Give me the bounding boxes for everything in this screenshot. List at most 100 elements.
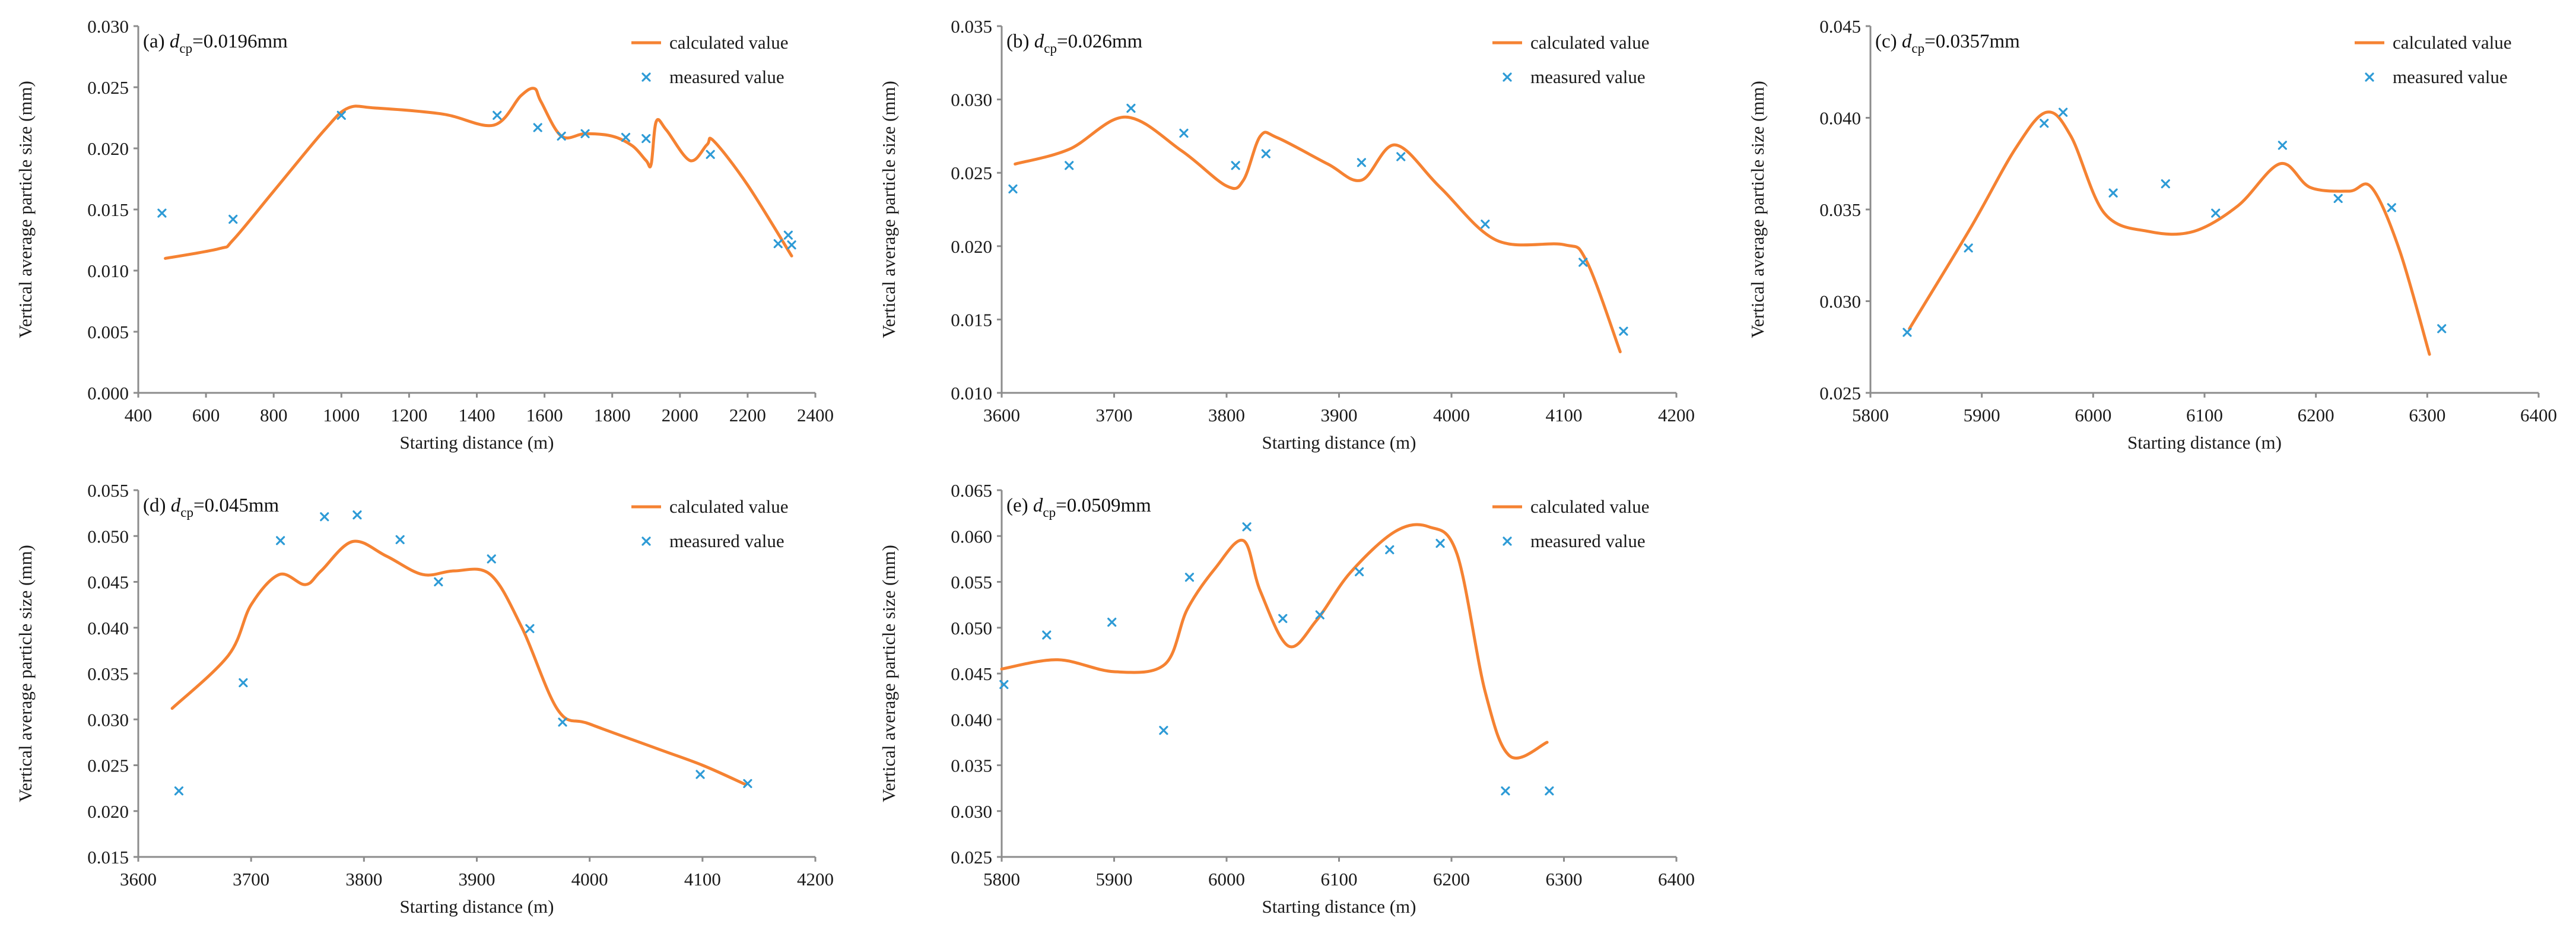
legend-measured-swatch: [641, 72, 651, 82]
x-tick-label: 5900: [1964, 405, 2000, 425]
y-tick-label: 0.015: [951, 309, 992, 330]
marker-stroke: [1008, 184, 1018, 193]
y-tick-label: 0.060: [951, 526, 992, 547]
marker-stroke: [2387, 203, 2396, 212]
y-tick-label: 0.010: [951, 383, 992, 404]
marker-stroke: [1042, 630, 1052, 640]
calculated-value-line: [1014, 115, 1622, 354]
x-tick-label: 2200: [729, 405, 766, 425]
y-tick-label: 0.020: [87, 801, 129, 822]
marker-stroke: [395, 535, 405, 545]
measured-value-point: [1126, 103, 1136, 113]
y-tick-label: 0.035: [1819, 199, 1861, 220]
x-tick-label: 4100: [684, 869, 721, 890]
marker-stroke: [174, 786, 184, 796]
x-tick-label: 3900: [1321, 405, 1358, 425]
chart-panel-a: 0.000 0.005 0.010 0.015 0.020 0.025 0.030 400 60…: [15, 16, 834, 453]
chart-panel-b: 0.010 0.015 0.020 0.025 0.030 0.035 3600 3700 38…: [878, 16, 1695, 453]
measured-value-point: [1107, 617, 1117, 627]
x-tick-label: 5900: [1096, 869, 1133, 890]
x-tick-label: 6100: [1321, 869, 1358, 890]
y-tick-label: 0.040: [87, 618, 129, 639]
measured-value-point: [2333, 193, 2343, 204]
panel-title-symbol: d: [1034, 31, 1044, 52]
marker-stroke: [641, 536, 651, 546]
x-tick-label: 1200: [390, 405, 427, 425]
x-tick-label: 3600: [983, 405, 1020, 425]
x-tick-label: 3800: [345, 869, 382, 890]
measured-value-point: [557, 131, 566, 141]
measured-value-point: [695, 770, 705, 779]
measured-value-point: [1435, 539, 1445, 548]
marker-stroke: [525, 624, 535, 633]
panel-title-subscript: cp: [1044, 41, 1057, 56]
legend-measured-swatch: [2365, 72, 2374, 82]
x-tick-label: 5800: [983, 869, 1020, 890]
marker-stroke: [1315, 610, 1324, 620]
marker-stroke: [1503, 72, 1512, 82]
marker-stroke: [1545, 786, 1554, 796]
x-tick-label: 6300: [2409, 405, 2445, 425]
legend-measured-label: measured value: [2393, 66, 2508, 87]
y-tick-label: 0.025: [951, 847, 992, 868]
measured-value-point: [493, 110, 502, 120]
measured-value-point: [533, 123, 542, 132]
marker-stroke: [1619, 326, 1628, 336]
measured-value-point: [2059, 107, 2068, 117]
measured-value-point: [1008, 184, 1018, 193]
y-tick-label: 0.000: [87, 383, 129, 404]
y-tick-label: 0.025: [87, 77, 129, 98]
x-tick-label: 3700: [233, 869, 269, 890]
legend-measured-swatch: [1503, 536, 1512, 546]
measured-value-point: [352, 510, 362, 520]
y-tick-label: 0.030: [951, 801, 992, 822]
measured-value-point: [320, 512, 329, 522]
y-tick-label: 0.005: [87, 322, 129, 342]
marker-stroke: [783, 230, 793, 240]
marker-stroke: [743, 779, 752, 789]
marker-stroke: [1242, 522, 1252, 532]
panel-title-subscript: cp: [179, 41, 192, 56]
y-tick-label: 0.025: [87, 755, 129, 776]
marker-stroke: [1126, 103, 1136, 113]
calculated-value-line: [170, 539, 747, 786]
measured-value-point: [1231, 161, 1240, 170]
marker-stroke: [695, 770, 705, 779]
legend-measured-label: measured value: [1530, 66, 1646, 87]
panel-title-value: =0.0357mm: [1924, 31, 2020, 52]
y-tick-label: 0.065: [951, 480, 992, 501]
x-tick-label: 6000: [2075, 405, 2111, 425]
marker-stroke: [2211, 208, 2221, 218]
measured-value-point: [1385, 545, 1395, 555]
marker-stroke: [1179, 128, 1189, 138]
panel-title-symbol: d: [1033, 495, 1043, 516]
panel-title-subscript: cp: [1911, 41, 1924, 56]
y-tick-label: 0.015: [87, 199, 129, 220]
measured-value-point: [1501, 786, 1510, 796]
calculated-value-line: [1908, 110, 2431, 356]
x-tick-label: 6100: [2186, 405, 2223, 425]
marker-stroke: [2108, 188, 2118, 198]
measured-value-point: [276, 536, 285, 545]
marker-stroke: [1357, 158, 1366, 167]
panel-title-prefix: (c): [1875, 31, 1902, 52]
panel-title-prefix: (e): [1006, 495, 1033, 516]
measured-value-point: [580, 129, 590, 138]
panel-title-value: =0.045mm: [193, 495, 279, 516]
x-tick-label: 4200: [1658, 405, 1695, 425]
measured-value-point: [2040, 119, 2049, 128]
y-tick-label: 0.040: [1819, 108, 1861, 129]
measured-value-point: [174, 786, 184, 796]
marker-stroke: [239, 678, 248, 688]
y-axis-title: Vertical average particle size (mm): [15, 545, 36, 802]
y-tick-label: 0.055: [87, 480, 129, 501]
panel-title-prefix: (a): [143, 31, 170, 52]
measured-value-point: [1261, 149, 1270, 158]
marker-stroke: [558, 717, 567, 727]
measured-value-point: [1179, 128, 1189, 138]
marker-stroke: [352, 510, 362, 520]
measured-value-point: [1278, 614, 1288, 623]
x-tick-label: 4100: [1546, 405, 1583, 425]
x-axis-title: Starting distance (m): [400, 432, 554, 453]
marker-stroke: [1231, 161, 1240, 170]
